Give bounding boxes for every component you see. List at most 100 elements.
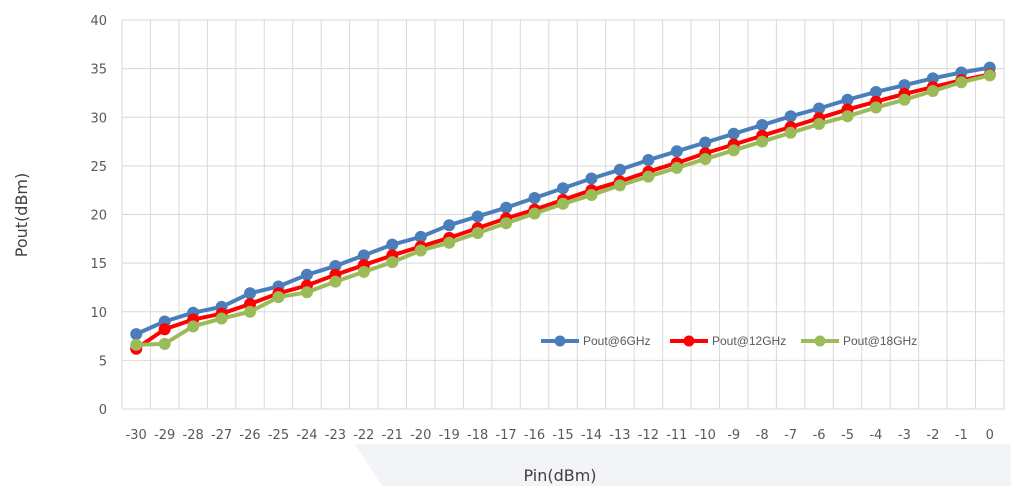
- data-point: [357, 249, 370, 262]
- data-point: [784, 126, 797, 139]
- data-point: [841, 93, 854, 106]
- x-tick-label: -5: [841, 428, 854, 443]
- data-point: [414, 230, 427, 243]
- data-point: [300, 268, 313, 281]
- data-point: [300, 286, 313, 299]
- data-point: [557, 182, 569, 195]
- x-tick-label: -11: [666, 428, 687, 443]
- legend-marker: [683, 335, 695, 347]
- data-point: [443, 219, 456, 232]
- y-tick-label: 5: [99, 354, 107, 369]
- data-point: [244, 305, 257, 318]
- x-tick-label: -22: [353, 428, 374, 443]
- data-point: [869, 85, 882, 98]
- data-point: [642, 170, 655, 183]
- data-point: [727, 127, 740, 140]
- data-point: [187, 320, 200, 333]
- y-tick-label: 40: [90, 14, 107, 29]
- data-point: [926, 72, 939, 85]
- x-tick-label: -16: [524, 428, 545, 443]
- legend-marker: [554, 335, 566, 347]
- x-tick-label: -15: [552, 428, 573, 443]
- x-tick-label: -25: [268, 428, 289, 443]
- legend-entry: Pout@6GHz: [541, 334, 651, 348]
- x-tick-label: -2: [926, 428, 939, 443]
- data-point: [756, 135, 769, 148]
- data-point: [158, 323, 171, 336]
- data-point: [756, 119, 769, 132]
- data-point: [869, 101, 882, 114]
- x-tick-label: -1: [955, 428, 968, 443]
- data-point: [699, 136, 712, 149]
- data-point: [642, 154, 655, 167]
- legend-label: Pout@12GHz: [712, 334, 786, 348]
- x-tick-label: -9: [727, 428, 740, 443]
- data-point: [699, 153, 712, 166]
- data-point: [898, 79, 911, 92]
- x-tick-label: -26: [239, 428, 260, 443]
- data-point: [784, 110, 797, 123]
- y-tick-label: 20: [90, 209, 107, 224]
- x-tick-label: -6: [813, 428, 826, 443]
- data-point: [414, 244, 427, 257]
- y-tick-label: 35: [90, 63, 107, 78]
- data-point: [357, 265, 370, 278]
- data-point: [670, 161, 683, 174]
- x-tick-label: -27: [211, 428, 232, 443]
- legend: Pout@6GHz Pout@12GHz Pout@18GHz: [541, 334, 917, 348]
- x-tick-label: -24: [296, 428, 317, 443]
- legend-entry: Pout@12GHz: [670, 334, 786, 348]
- x-tick-label: -20: [410, 428, 431, 443]
- x-tick-label: -23: [325, 428, 346, 443]
- x-tick-label: -10: [695, 428, 716, 443]
- data-point: [528, 191, 541, 204]
- data-point: [528, 207, 541, 220]
- x-axis-ticks: -30 -29 -28 -27 -26 -25 -24 -23 -22 -21 -20 -19 -18-…: [126, 428, 994, 443]
- x-tick-label: -21: [382, 428, 403, 443]
- data-point: [386, 256, 399, 269]
- y-tick-label: 30: [90, 111, 107, 126]
- y-tick-label: 25: [90, 160, 107, 175]
- x-tick-label: -4: [869, 428, 882, 443]
- data-point: [158, 337, 171, 350]
- x-tick-label: -28: [183, 428, 204, 443]
- data-point: [471, 226, 484, 239]
- data-point: [955, 76, 968, 89]
- y-tick-label: 0: [99, 403, 107, 418]
- data-point: [585, 172, 598, 185]
- y-tick-label: 15: [90, 257, 107, 272]
- legend-label: Pout@18GHz: [843, 334, 917, 348]
- data-point: [813, 102, 826, 115]
- legend-marker: [814, 335, 826, 347]
- data-point: [983, 69, 996, 82]
- data-point: [443, 236, 456, 249]
- data-point: [813, 118, 826, 131]
- data-point: [585, 189, 598, 202]
- x-tick-label: -12: [638, 428, 659, 443]
- x-tick-label: -14: [581, 428, 602, 443]
- x-tick-label: -3: [898, 428, 911, 443]
- series-group: [130, 61, 996, 355]
- data-point: [926, 84, 939, 97]
- data-point: [841, 110, 854, 123]
- x-tick-label: -7: [784, 428, 797, 443]
- x-tick-label: -30: [126, 428, 147, 443]
- x-tick-label: -19: [439, 428, 460, 443]
- data-point: [130, 328, 143, 341]
- data-point: [386, 238, 399, 251]
- data-point: [670, 145, 683, 158]
- x-axis-title: Pin(dBm): [523, 466, 596, 485]
- data-point: [727, 144, 740, 157]
- series-pout-18ghz: [130, 69, 996, 351]
- y-axis-title: Pout(dBm): [12, 173, 31, 257]
- data-point: [244, 287, 257, 300]
- legend-entry: Pout@18GHz: [801, 334, 917, 348]
- data-point: [557, 197, 569, 210]
- data-point: [272, 291, 285, 304]
- y-axis-ticks: 0 5 10 15 20 25 30 35 40: [90, 14, 107, 418]
- x-tick-label: -17: [495, 428, 516, 443]
- data-point: [613, 163, 626, 176]
- legend-label: Pout@6GHz: [583, 334, 651, 348]
